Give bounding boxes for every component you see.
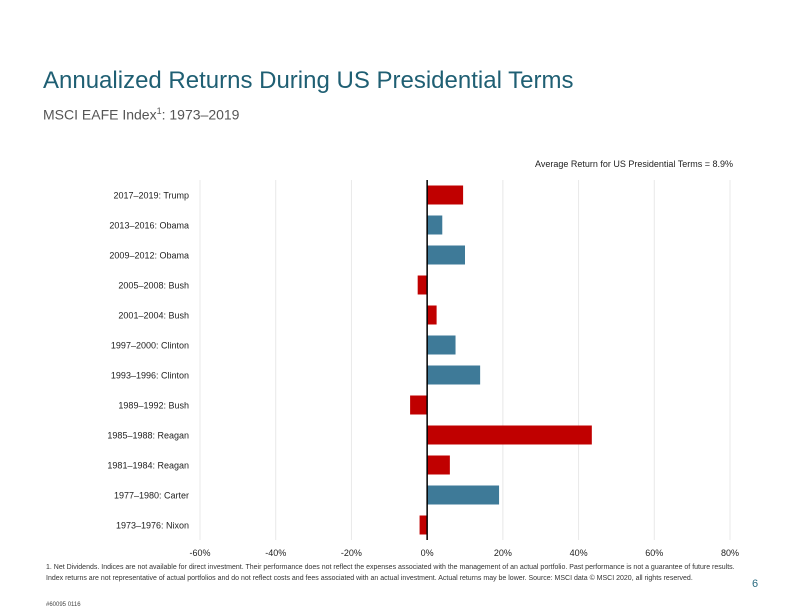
x-tick-label: -20% xyxy=(341,548,362,558)
bar xyxy=(419,515,428,535)
x-tick-label: 40% xyxy=(570,548,588,558)
x-tick-label: 20% xyxy=(494,548,512,558)
bar xyxy=(427,425,592,445)
footnote-reference: 1 xyxy=(156,106,162,116)
x-tick-label: -40% xyxy=(265,548,286,558)
bar xyxy=(427,305,437,325)
footnote-marker: 1. Net Dividends. xyxy=(46,564,100,571)
category-label: 1989–1992: Bush xyxy=(118,401,189,411)
bar xyxy=(427,215,443,235)
bar xyxy=(427,335,456,355)
bar xyxy=(410,395,428,415)
category-label: 1997–2000: Clinton xyxy=(111,341,189,351)
footnote: 1. Net Dividends. Indices are not availa… xyxy=(46,562,736,584)
category-label: 2001–2004: Bush xyxy=(118,311,189,321)
bar xyxy=(427,245,465,265)
x-tick-label: 0% xyxy=(421,548,434,558)
bar xyxy=(427,365,481,385)
slide-title: Annualized Returns During US Presidentia… xyxy=(43,67,574,94)
x-tick-label: 60% xyxy=(645,548,663,558)
category-label: 2005–2008: Bush xyxy=(118,281,189,291)
category-label: 2017–2019: Trump xyxy=(113,191,189,201)
footnote-text: Indices are not available for direct inv… xyxy=(46,564,735,582)
bar xyxy=(427,455,450,475)
slide-subtitle: MSCI EAFE Index1: 1973–2019 xyxy=(43,106,239,123)
average-return-annotation: Average Return for US Presidential Terms… xyxy=(535,159,733,169)
subtitle-date-range: : 1973–2019 xyxy=(161,106,240,123)
returns-bar-chart: 2017–2019: Trump 2013–2016: Obama 2009–201… xyxy=(107,159,739,558)
category-label: 1973–1976: Nixon xyxy=(116,521,189,531)
bar xyxy=(417,275,428,295)
category-label: 1977–1980: Carter xyxy=(114,491,189,501)
bar xyxy=(427,485,500,505)
category-label: 2009–2012: Obama xyxy=(109,251,189,261)
subtitle-index-name: MSCI EAFE Index xyxy=(43,106,157,123)
bar xyxy=(427,185,464,205)
document-code: #60095 0116 xyxy=(46,602,81,608)
x-tick-label: 80% xyxy=(721,548,739,558)
category-label: 1993–1996: Clinton xyxy=(111,371,189,381)
page-number: 6 xyxy=(752,578,759,590)
category-label: 1981–1984: Reagan xyxy=(107,461,189,471)
x-tick-label: -60% xyxy=(189,548,210,558)
category-label: 1985–1988: Reagan xyxy=(107,431,189,441)
category-label: 2013–2016: Obama xyxy=(109,221,189,231)
